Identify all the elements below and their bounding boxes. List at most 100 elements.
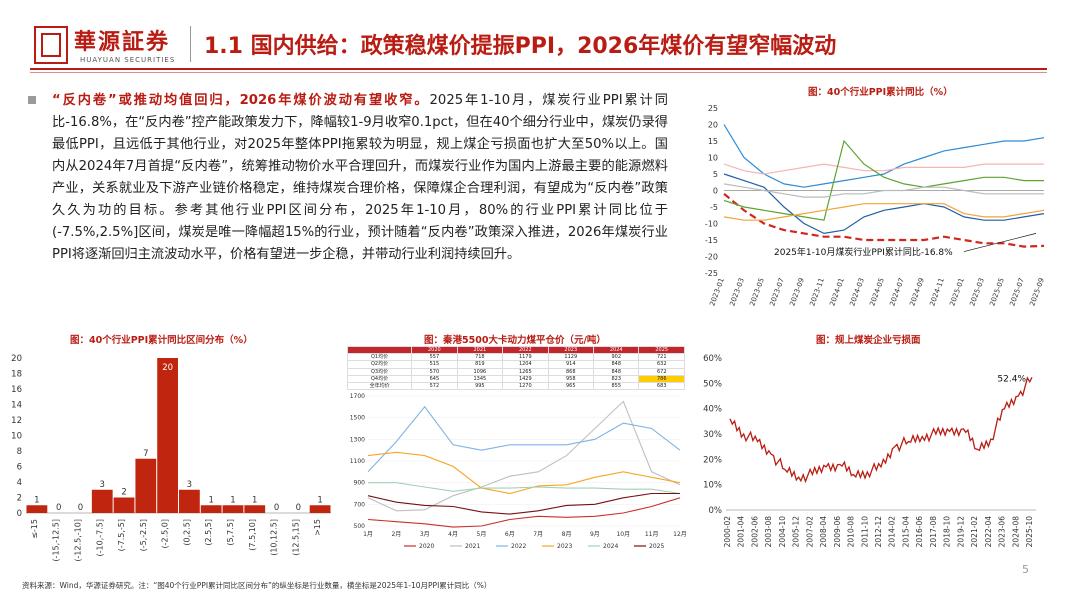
price-table-cell: 1096 <box>456 367 504 376</box>
price-table-cell: 1179 <box>502 353 549 362</box>
ppi-distribution-chart: 201816141210864201≤-150(-15,-12.5]0(-12.… <box>11 354 331 562</box>
price-legend-label: 2024 <box>603 543 618 550</box>
ppi-series-line <box>723 203 1045 221</box>
loss-y-tick: 0% <box>709 506 723 516</box>
ppi-x-tick: 2025-03 <box>968 277 986 307</box>
hist-y-tick: 18 <box>11 370 22 380</box>
caption-ppi-chart: 图：40个行业PPI累计同比（%） <box>808 87 953 98</box>
page-title: 1.1 国内供给：政策稳煤价提振PPI，2026年煤价有望窄幅波动 <box>204 34 837 59</box>
price-x-tick: 2月 <box>391 531 401 538</box>
loss-x-tick: 2007-02 <box>805 516 814 548</box>
price-y-tick: 900 <box>354 480 366 487</box>
hist-data-label: 1 <box>208 495 213 505</box>
price-table-cell: Q3均价 <box>346 367 413 376</box>
hist-y-tick: 10 <box>11 432 22 442</box>
ppi-x-tick: 2025-01 <box>948 277 966 307</box>
price-legend-label: 2020 <box>419 543 434 550</box>
loss-x-tick: 2011-10 <box>860 516 869 548</box>
price-table-cell: 855 <box>593 381 640 391</box>
ppi-annotation: 2025年1-10月煤炭行业PPI累计同比-16.8% <box>774 246 953 258</box>
price-x-tick: 10月 <box>616 531 630 538</box>
price-series-line <box>367 400 681 512</box>
ppi-x-tick: 2024-05 <box>868 277 886 307</box>
price-table-cell: 995 <box>456 381 504 391</box>
price-table-row: 全年均价 572 995 1270 965 855 683 <box>346 381 685 391</box>
hist-bar <box>157 358 178 513</box>
hist-x-tick: (0,2.5] <box>182 519 191 546</box>
ppi-x-tick: 2023-09 <box>788 277 806 307</box>
ppi-y-tick: 10 <box>708 154 718 163</box>
loss-y-tick: 30% <box>703 430 722 440</box>
paragraph-body: 2025年1-10月，煤炭行业PPI累计同比-16.8%，在“反内卷”控产能政策… <box>52 93 668 262</box>
hist-data-label: 3 <box>100 480 105 490</box>
price-table-cell: 958 <box>547 374 595 383</box>
loss-y-tick: 50% <box>703 379 722 389</box>
hist-y-tick: 4 <box>17 478 22 488</box>
price-y-tick: 1700 <box>350 393 365 400</box>
price-table-row: Q4均价 645 1345 1429 958 823 786 <box>346 374 685 383</box>
ppi-series-line <box>723 124 1045 188</box>
loss-x-tick: 2004-10 <box>778 516 787 548</box>
hist-data-label: 0 <box>78 503 83 513</box>
hist-x-tick: ≤-15 <box>30 519 39 539</box>
paragraph-lead: “反内卷”或推动均值回归，2026年煤价波动有望收窄。 <box>52 93 430 108</box>
ppi-x-tick: 2024-01 <box>828 277 846 307</box>
price-table: 2020 2021 2022 2023 2024 2025 Q1均价 557 718 1179 11… <box>346 345 685 391</box>
price-table-cell: 1345 <box>456 374 504 383</box>
brand-name-en: HUAYUAN SECURITIES <box>80 56 176 64</box>
hist-bar <box>179 489 200 513</box>
ppi-y-tick: 0 <box>713 187 718 196</box>
hist-data-label: 0 <box>274 503 279 513</box>
hist-x-tick: (-7.5,-5] <box>117 519 126 551</box>
hist-data-label: 0 <box>56 503 61 513</box>
price-y-tick: 1300 <box>350 436 365 443</box>
ppi-y-tick: 20 <box>708 121 718 130</box>
price-table-row: Q1均价 557 718 1179 1129 902 721 <box>346 353 685 362</box>
price-series-line <box>367 497 681 528</box>
hist-x-tick: (-5,-2.5] <box>139 519 148 551</box>
ppi-x-tick: 2023-11 <box>808 277 826 307</box>
hist-bar <box>135 458 157 513</box>
price-table-cell: 848 <box>593 360 640 369</box>
price-table-cell: 1429 <box>502 374 549 383</box>
hist-x-tick: (2.5,5] <box>204 519 213 546</box>
hist-bar <box>309 505 331 513</box>
price-table-header-cell <box>346 345 413 355</box>
loss-x-tick: 2009-06 <box>833 516 842 548</box>
hist-x-tick: (7.5,10] <box>248 519 257 551</box>
loss-y-tick: 40% <box>703 405 722 415</box>
price-table-cell: 1204 <box>502 360 549 369</box>
ppi-x-tick: 2024-11 <box>928 277 946 307</box>
loss-x-tick: 2019-12 <box>956 516 965 548</box>
price-x-tick: 1月 <box>363 531 373 538</box>
hist-x-tick: (12.5,15] <box>291 519 300 556</box>
price-table-cell: Q4均价 <box>346 374 413 383</box>
loss-x-tick: 2008-04 <box>819 516 828 548</box>
ppi-y-tick: -25 <box>705 269 718 278</box>
price-x-tick: 11月 <box>645 531 659 538</box>
hist-x-tick: >15 <box>313 519 322 536</box>
price-x-tick: 12月 <box>673 531 687 538</box>
price-table-cell: 515 <box>411 360 458 369</box>
bullet-icon <box>28 96 36 104</box>
ppi-y-tick: 5 <box>713 170 718 179</box>
ppi-x-tick: 2025-07 <box>1008 277 1026 307</box>
loss-x-tick: 2024-08 <box>1011 516 1020 548</box>
price-table-cell: 645 <box>411 374 458 383</box>
ppi-series-line <box>723 183 1044 198</box>
price-table-header-cell: 2024 <box>593 345 640 355</box>
price-table-cell: 683 <box>638 381 685 391</box>
price-legend-label: 2025 <box>649 543 664 550</box>
ppi-x-tick: 2024-09 <box>908 277 926 307</box>
loss-x-tick: 2018-10 <box>943 516 952 548</box>
price-legend-label: 2021 <box>465 543 480 550</box>
loss-y-tick: 10% <box>703 481 722 491</box>
hist-data-label: 1 <box>230 495 235 505</box>
title-rule-thin <box>30 72 1047 73</box>
price-legend-label: 2022 <box>511 543 526 550</box>
hist-data-label: 2 <box>121 488 126 498</box>
hist-x-tick: (10,12.5] <box>270 519 279 556</box>
price-y-tick: 1500 <box>350 415 365 422</box>
hist-bar <box>222 505 244 513</box>
